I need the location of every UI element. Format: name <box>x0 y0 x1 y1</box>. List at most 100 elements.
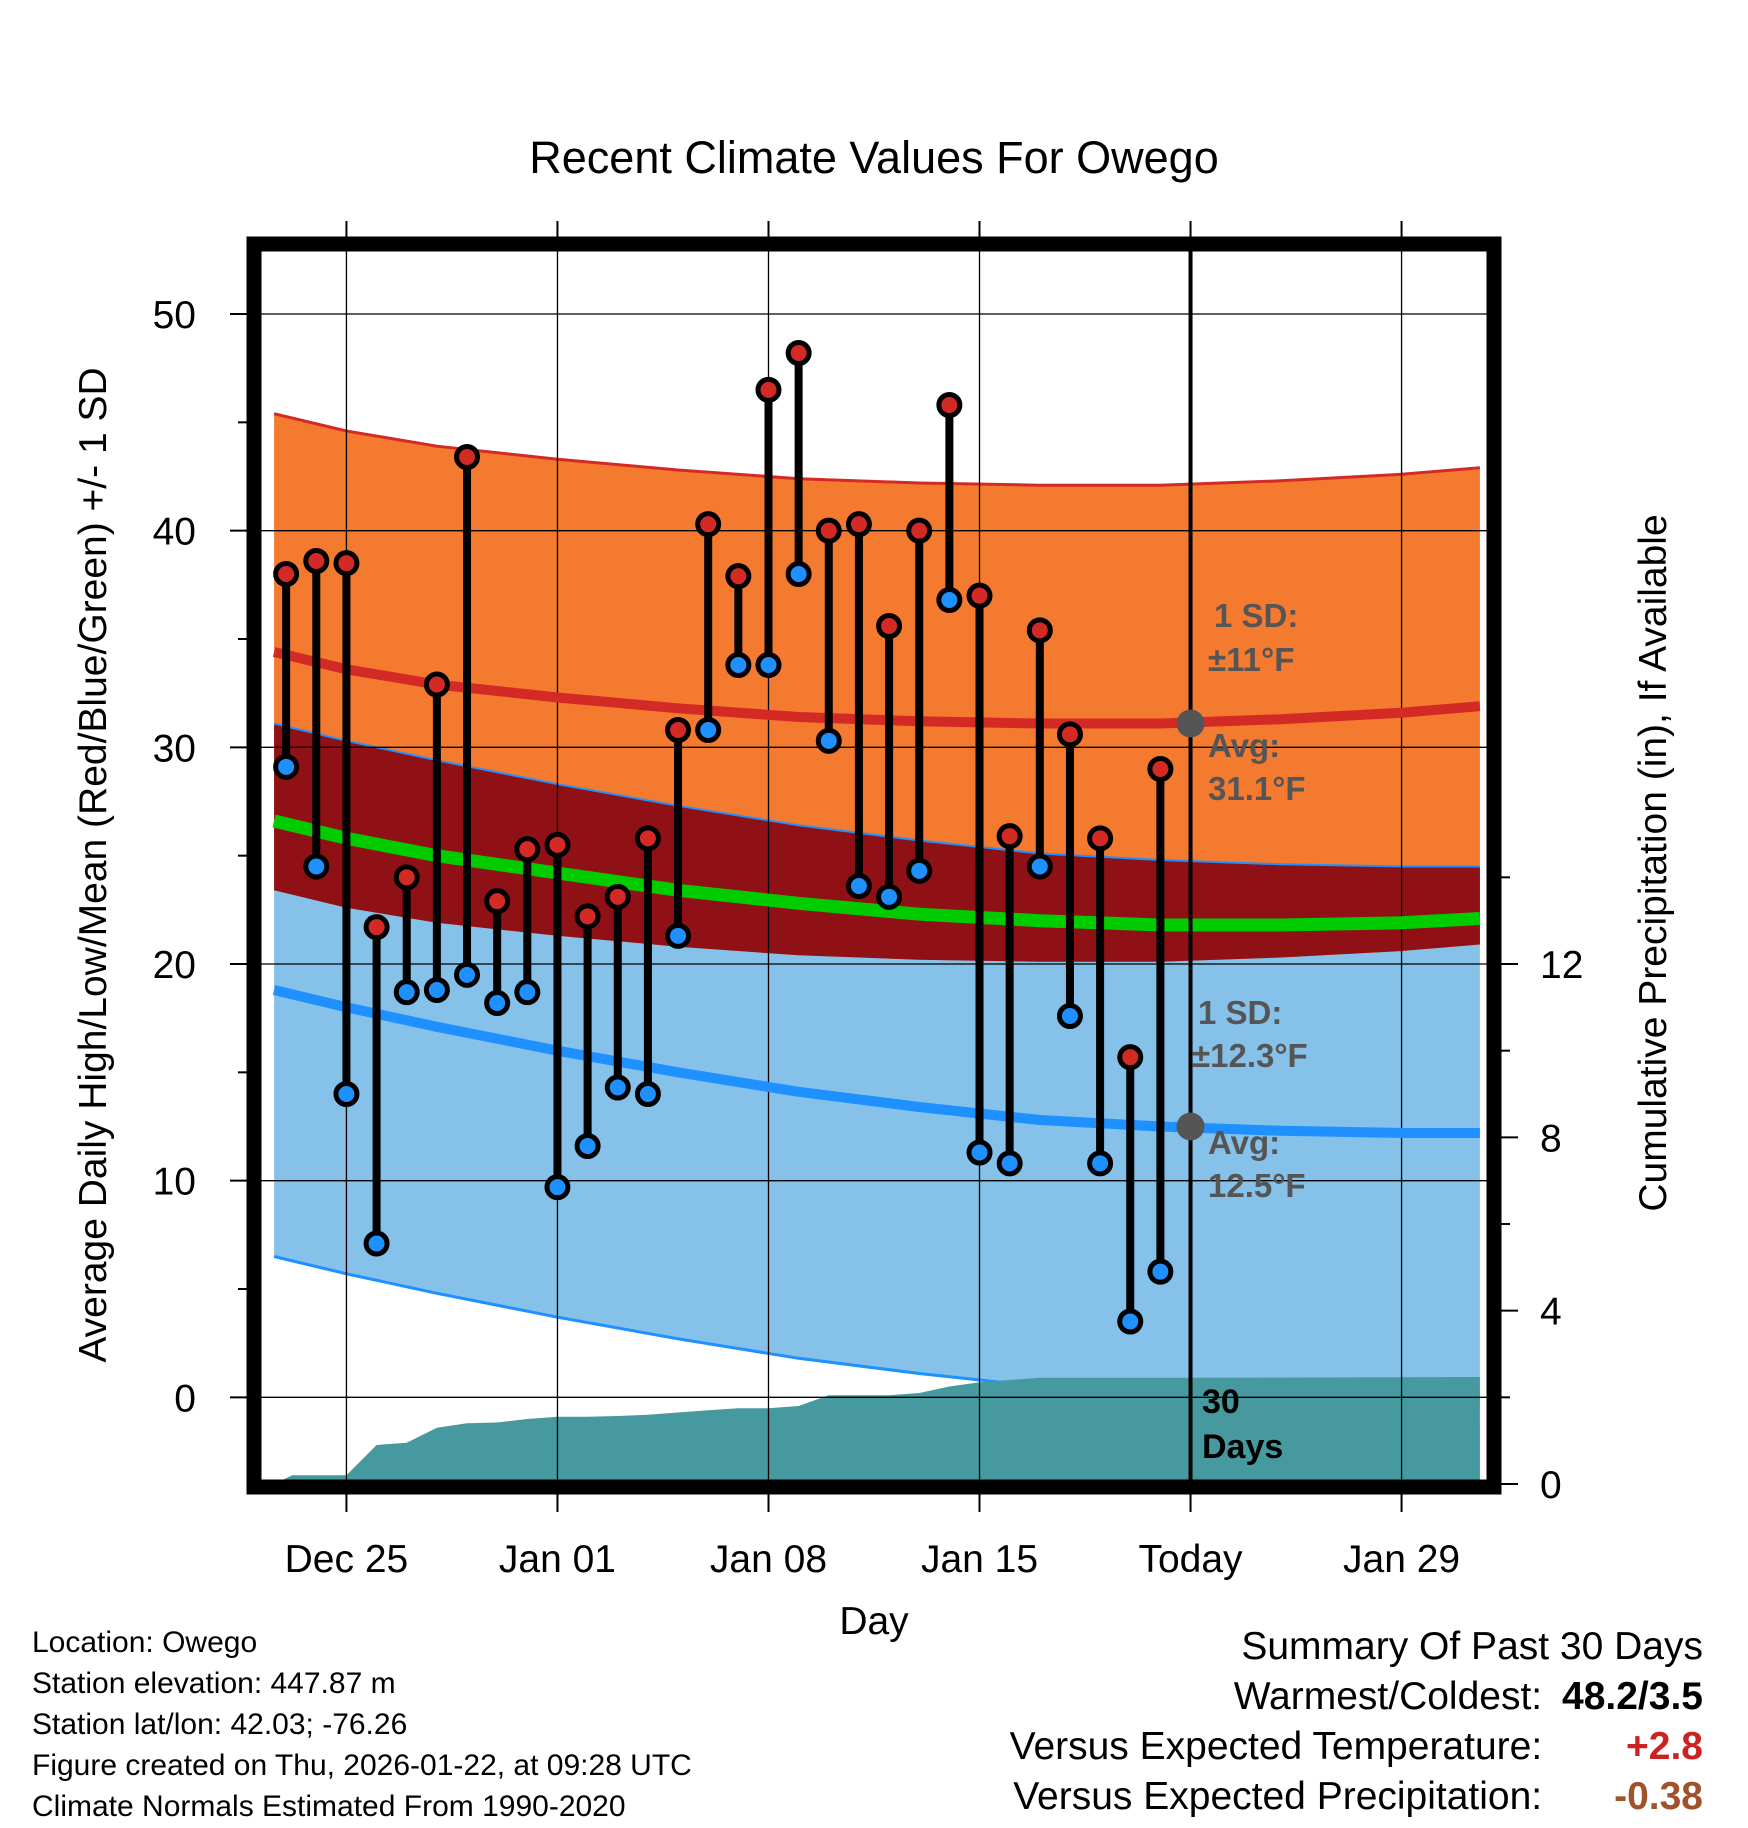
x-axis-label: Day <box>839 1600 909 1643</box>
daily-low-point <box>936 587 963 613</box>
precip-label: Versus Expected Precipitation: <box>1013 1775 1543 1818</box>
y-axis-label-right: Cumulative Precipitation (in), If Availa… <box>1632 514 1675 1211</box>
daily-high-point <box>604 883 631 910</box>
daily-high-point <box>1147 756 1174 782</box>
daily-high-point <box>454 444 481 470</box>
daily-low-point <box>1117 1308 1144 1335</box>
y-tick-label-left: 20 <box>153 944 196 987</box>
x-tick-label: Jan 29 <box>1343 1538 1460 1581</box>
daily-low-point <box>574 1133 601 1159</box>
daily-high-point <box>1056 721 1083 748</box>
y-tick-label-left: 50 <box>153 294 196 337</box>
daily-high-point <box>755 376 782 403</box>
warm-cold-label: Warmest/Coldest: <box>1233 1675 1543 1718</box>
y-tick-label-left: 0 <box>174 1377 196 1420</box>
low-sd-value: ±12.3°F <box>1192 1037 1308 1074</box>
elevation-text: Station elevation: 447.87 m <box>32 1667 396 1700</box>
y-tick-label-right: 4 <box>1540 1291 1562 1334</box>
daily-low-point <box>393 979 420 1006</box>
daily-high-point <box>725 563 752 590</box>
daily-high-point <box>273 561 300 587</box>
today-low-avg-marker <box>1176 1112 1205 1141</box>
daily-low-point <box>966 1139 993 1166</box>
daily-low-point <box>273 753 300 780</box>
daily-high-point <box>815 517 842 544</box>
warm-cold-value: 48.2/3.5 <box>1562 1675 1703 1718</box>
daily-low-point <box>634 1081 661 1107</box>
window-days-label: Days <box>1202 1428 1283 1466</box>
normals-text: Climate Normals Estimated From 1990-2020 <box>32 1790 626 1823</box>
y-tick-label-left: 30 <box>153 727 196 770</box>
y-axis-label-left: Average Daily High/Low/Mean (Red/Blue/Gr… <box>72 367 115 1362</box>
daily-high-point <box>423 671 450 698</box>
daily-high-point <box>906 517 933 544</box>
daily-high-point <box>544 831 571 858</box>
low-sd-label: 1 SD: <box>1198 994 1282 1031</box>
high-sd-value: ±11°F <box>1208 641 1294 678</box>
daily-low-point <box>695 717 722 743</box>
daily-low-point <box>785 561 812 587</box>
high-sd-upper-edge <box>273 412 1481 487</box>
summary-temp: Versus Expected Temperature: +2.8 <box>1010 1722 1703 1772</box>
x-tick-label: Today <box>1138 1538 1243 1581</box>
daily-high-point <box>514 836 541 863</box>
y-tick-label-right: 0 <box>1540 1464 1562 1507</box>
daily-low-point <box>725 652 752 678</box>
summary-panel: Summary Of Past 30 Days Warmest/Coldest:… <box>1010 1622 1703 1822</box>
daily-high-point <box>966 582 993 609</box>
chart-title: Recent Climate Values For Owego <box>529 132 1218 183</box>
daily-low-point <box>1026 853 1053 880</box>
mean-normal-line <box>272 814 1481 932</box>
daily-high-point <box>665 717 692 743</box>
daily-high-point <box>785 340 812 366</box>
plot-frame <box>246 236 1502 1495</box>
high-sd-label: 1 SD: <box>1214 597 1298 634</box>
daily-high-point <box>936 392 963 418</box>
daily-high-point <box>393 864 420 891</box>
daily-high-point <box>363 914 390 941</box>
daily-low-point <box>604 1074 631 1101</box>
daily-low-point <box>1147 1258 1174 1285</box>
low-avg-value: 12.5°F <box>1208 1167 1306 1204</box>
x-tick-label: Jan 15 <box>921 1538 1038 1581</box>
daily-high-point <box>695 511 722 538</box>
daily-high-point <box>574 903 601 930</box>
summary-warm-cold: Warmest/Coldest: 48.2/3.5 <box>1010 1672 1703 1722</box>
daily-high-point <box>845 511 872 538</box>
y-tick-label-right: 8 <box>1540 1117 1562 1160</box>
y-tick-label-left: 10 <box>153 1161 196 1204</box>
daily-low-point <box>1056 1003 1083 1029</box>
window-days-number: 30 <box>1202 1383 1240 1421</box>
plot-area <box>256 249 1492 1484</box>
daily-low-point <box>363 1230 390 1257</box>
daily-high-point <box>484 888 511 915</box>
y-tick-label-left: 40 <box>153 511 196 554</box>
today-high-avg-marker <box>1176 709 1205 738</box>
daily-low-point <box>876 883 903 910</box>
daily-low-point <box>665 922 692 949</box>
y-tick-label-right: 12 <box>1540 944 1583 987</box>
daily-low-point <box>544 1174 571 1201</box>
daily-high-point <box>876 613 903 639</box>
temp-value: +2.8 <box>1626 1725 1703 1768</box>
x-tick-label: Jan 01 <box>499 1538 616 1581</box>
daily-high-point <box>1026 617 1053 644</box>
daily-high-point <box>333 550 360 577</box>
daily-low-point <box>815 727 842 754</box>
daily-low-point <box>845 873 872 899</box>
daily-low-point <box>514 979 541 1006</box>
temp-label: Versus Expected Temperature: <box>1009 1725 1543 1768</box>
daily-high-point <box>1087 825 1114 852</box>
daily-high-point <box>634 825 661 852</box>
summary-heading: Summary Of Past 30 Days <box>1241 1625 1703 1668</box>
station-info: Location: Owego Station elevation: 447.8… <box>32 1622 692 1827</box>
daily-low-point <box>906 857 933 884</box>
precipitation-area <box>274 1377 1480 1484</box>
daily-low-point <box>303 853 330 880</box>
high-avg-label: Avg: <box>1208 727 1280 764</box>
daily-low-point <box>1087 1150 1114 1177</box>
daily-low-point <box>454 961 481 988</box>
precip-value: -0.38 <box>1614 1775 1703 1818</box>
overlap-band <box>274 723 1480 962</box>
x-tick-label: Jan 08 <box>710 1538 827 1581</box>
